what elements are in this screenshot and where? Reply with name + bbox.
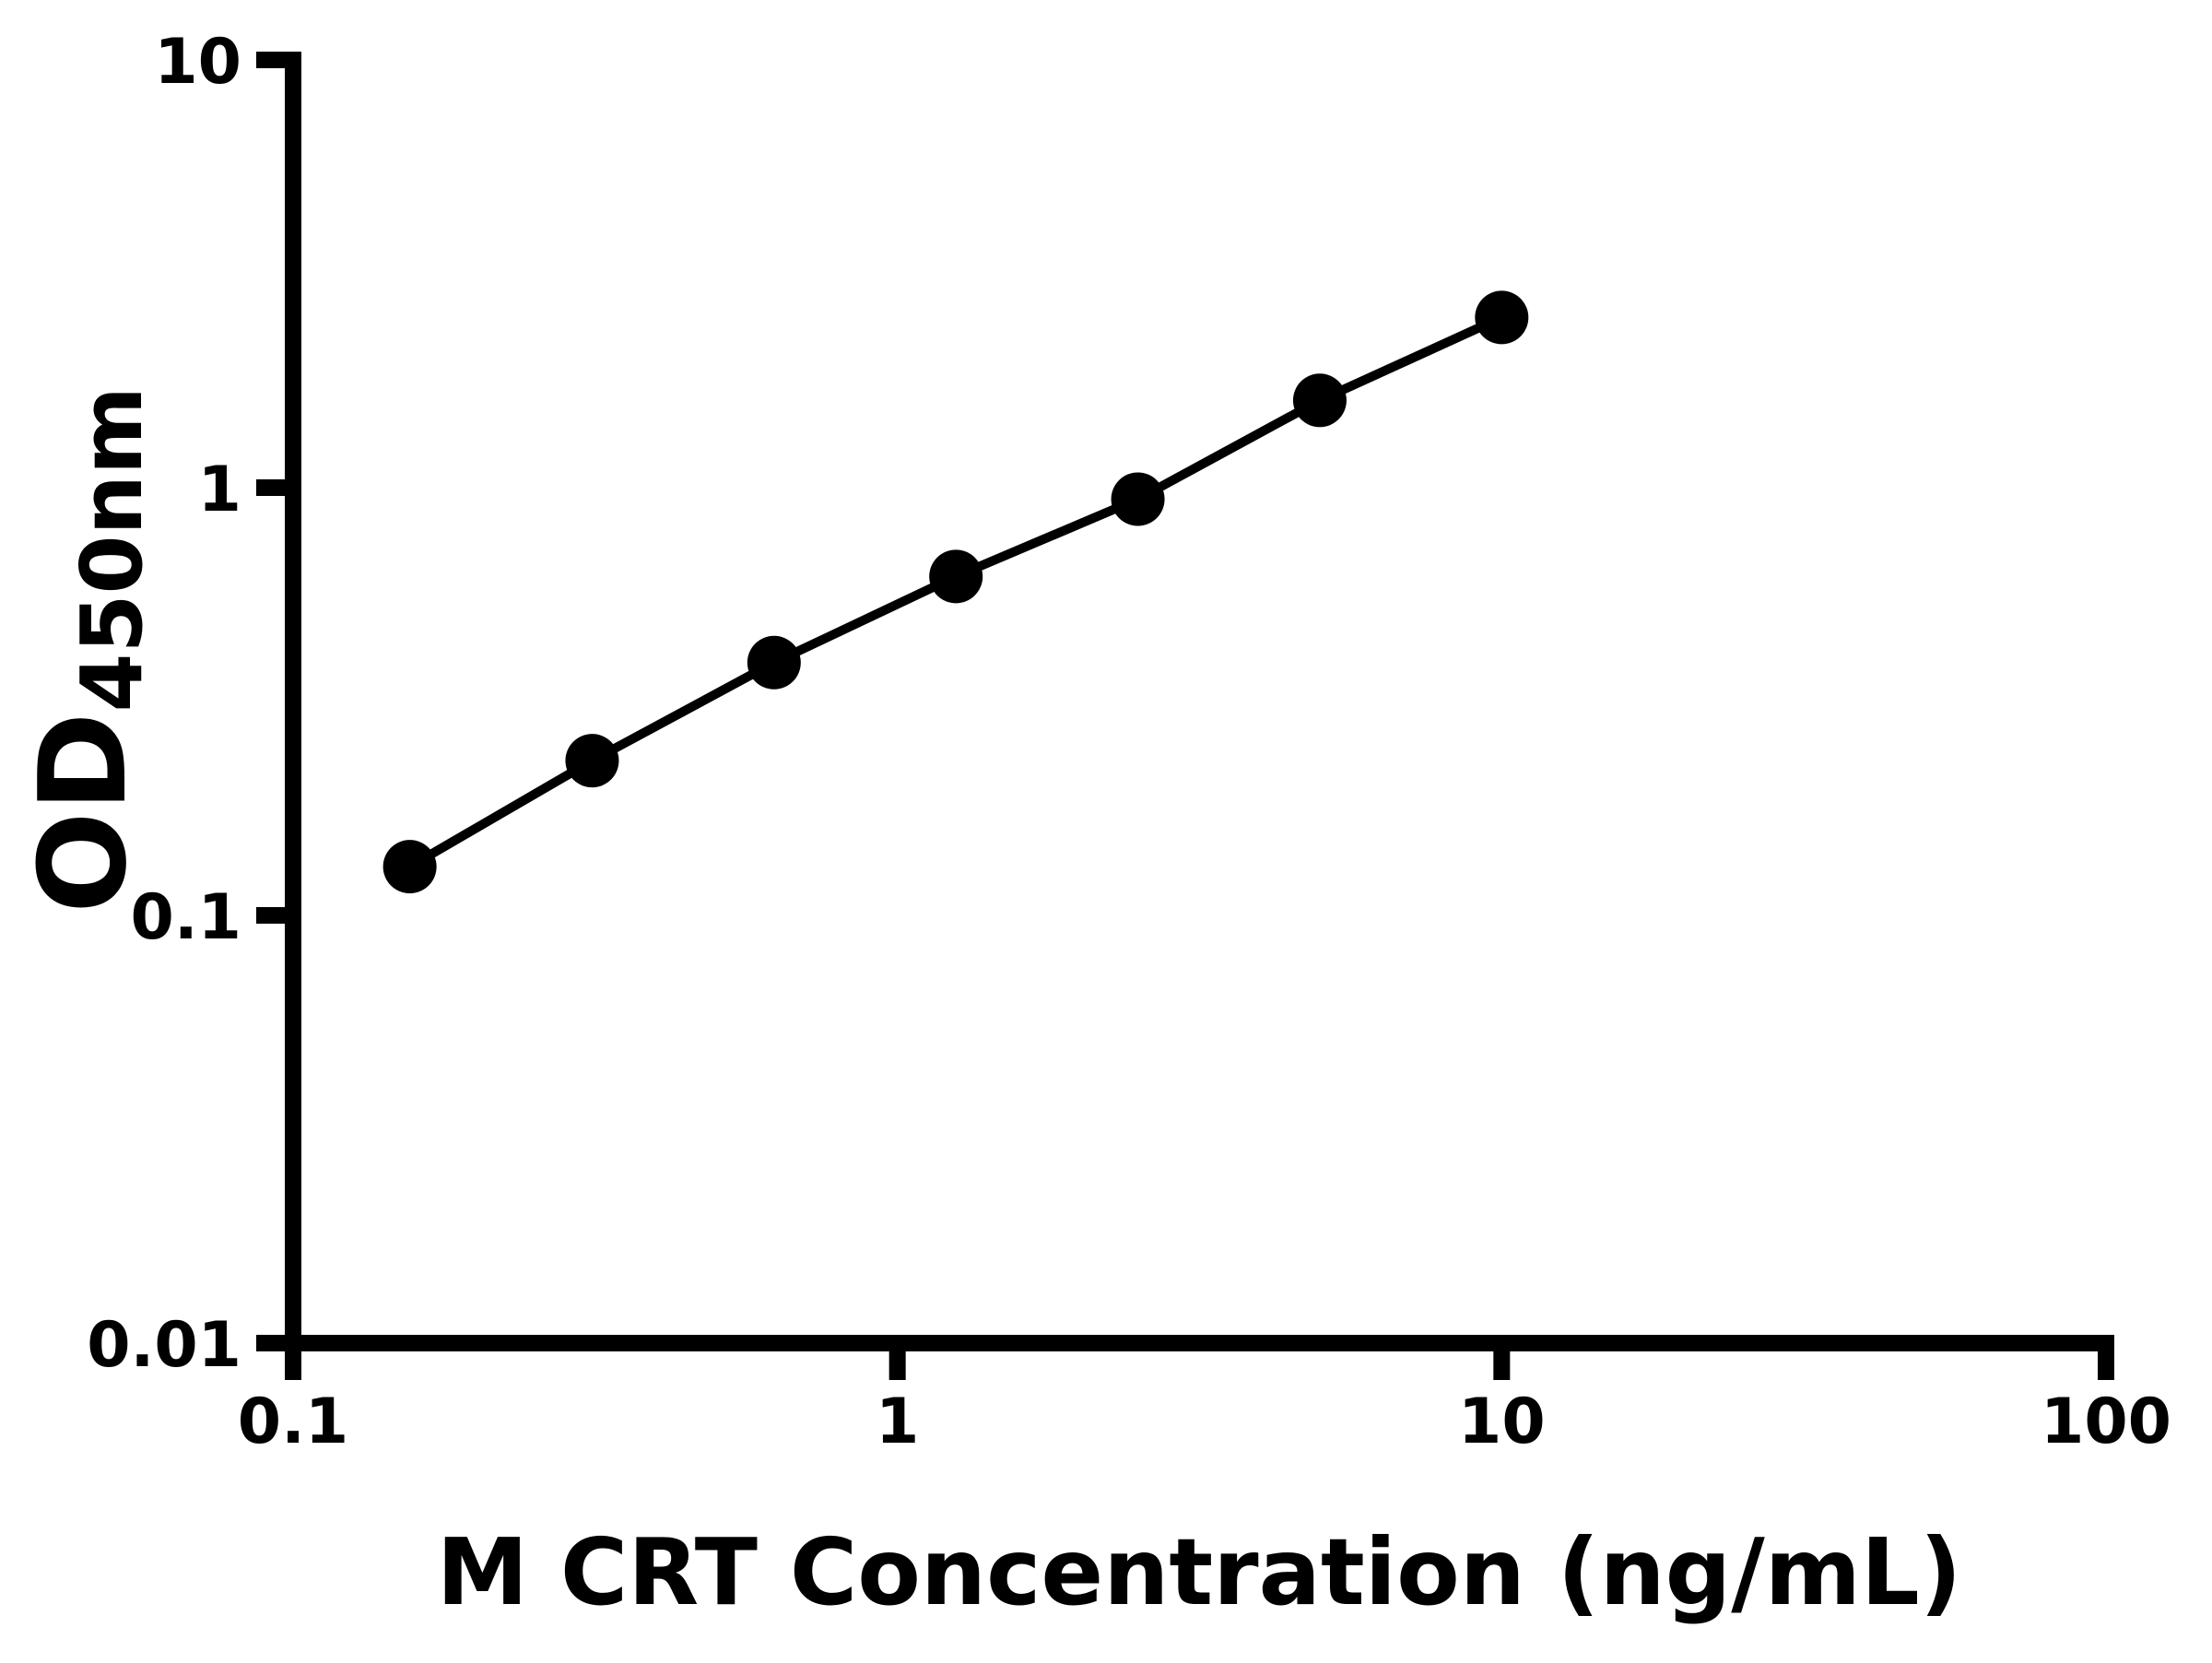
- y-axis-title-base: OD: [13, 712, 153, 913]
- data-point-7: [1475, 290, 1529, 345]
- y-tick-label: 1: [198, 454, 241, 526]
- x-tick-label: 1: [876, 1386, 919, 1458]
- y-tick-label: 10: [154, 26, 241, 99]
- x-tick-label: 100: [2041, 1386, 2171, 1458]
- data-point-6: [1292, 373, 1347, 428]
- data-point-2: [565, 734, 619, 788]
- x-tick-label: 10: [1458, 1386, 1546, 1458]
- y-tick-label: 0.1: [131, 881, 241, 954]
- y-axis-title: OD450nm: [13, 386, 161, 914]
- data-point-4: [929, 549, 983, 604]
- tick-marks: [256, 52, 2114, 1380]
- y-axis-title-subscript: 450nm: [63, 386, 161, 712]
- data-series: [382, 290, 1529, 894]
- axes: [285, 52, 2114, 1351]
- data-point-1: [382, 840, 437, 894]
- data-point-5: [1111, 472, 1165, 526]
- x-axis-title: M CRT Concentration (ng/mL): [437, 1518, 1962, 1626]
- y-tick-label: 0.01: [87, 1309, 241, 1382]
- x-tick-label: 0.1: [238, 1386, 348, 1458]
- data-point-3: [747, 635, 801, 690]
